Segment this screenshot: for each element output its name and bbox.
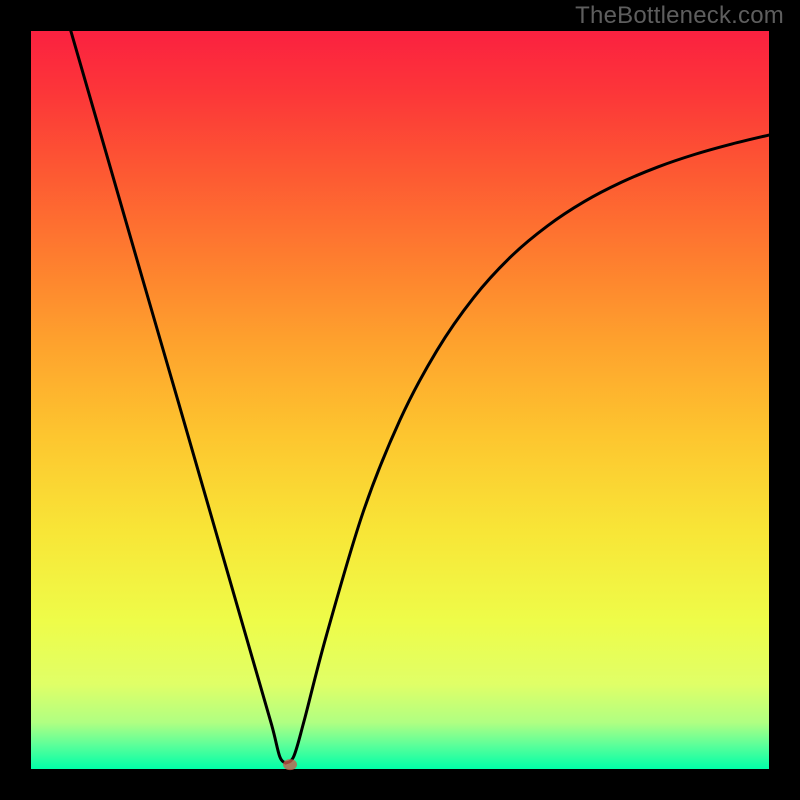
watermark-text: TheBottleneck.com [575, 2, 784, 30]
plot-background [31, 31, 769, 769]
optimum-marker [283, 759, 297, 770]
bottleneck-chart [0, 0, 800, 800]
chart-container: TheBottleneck.com [0, 0, 800, 800]
